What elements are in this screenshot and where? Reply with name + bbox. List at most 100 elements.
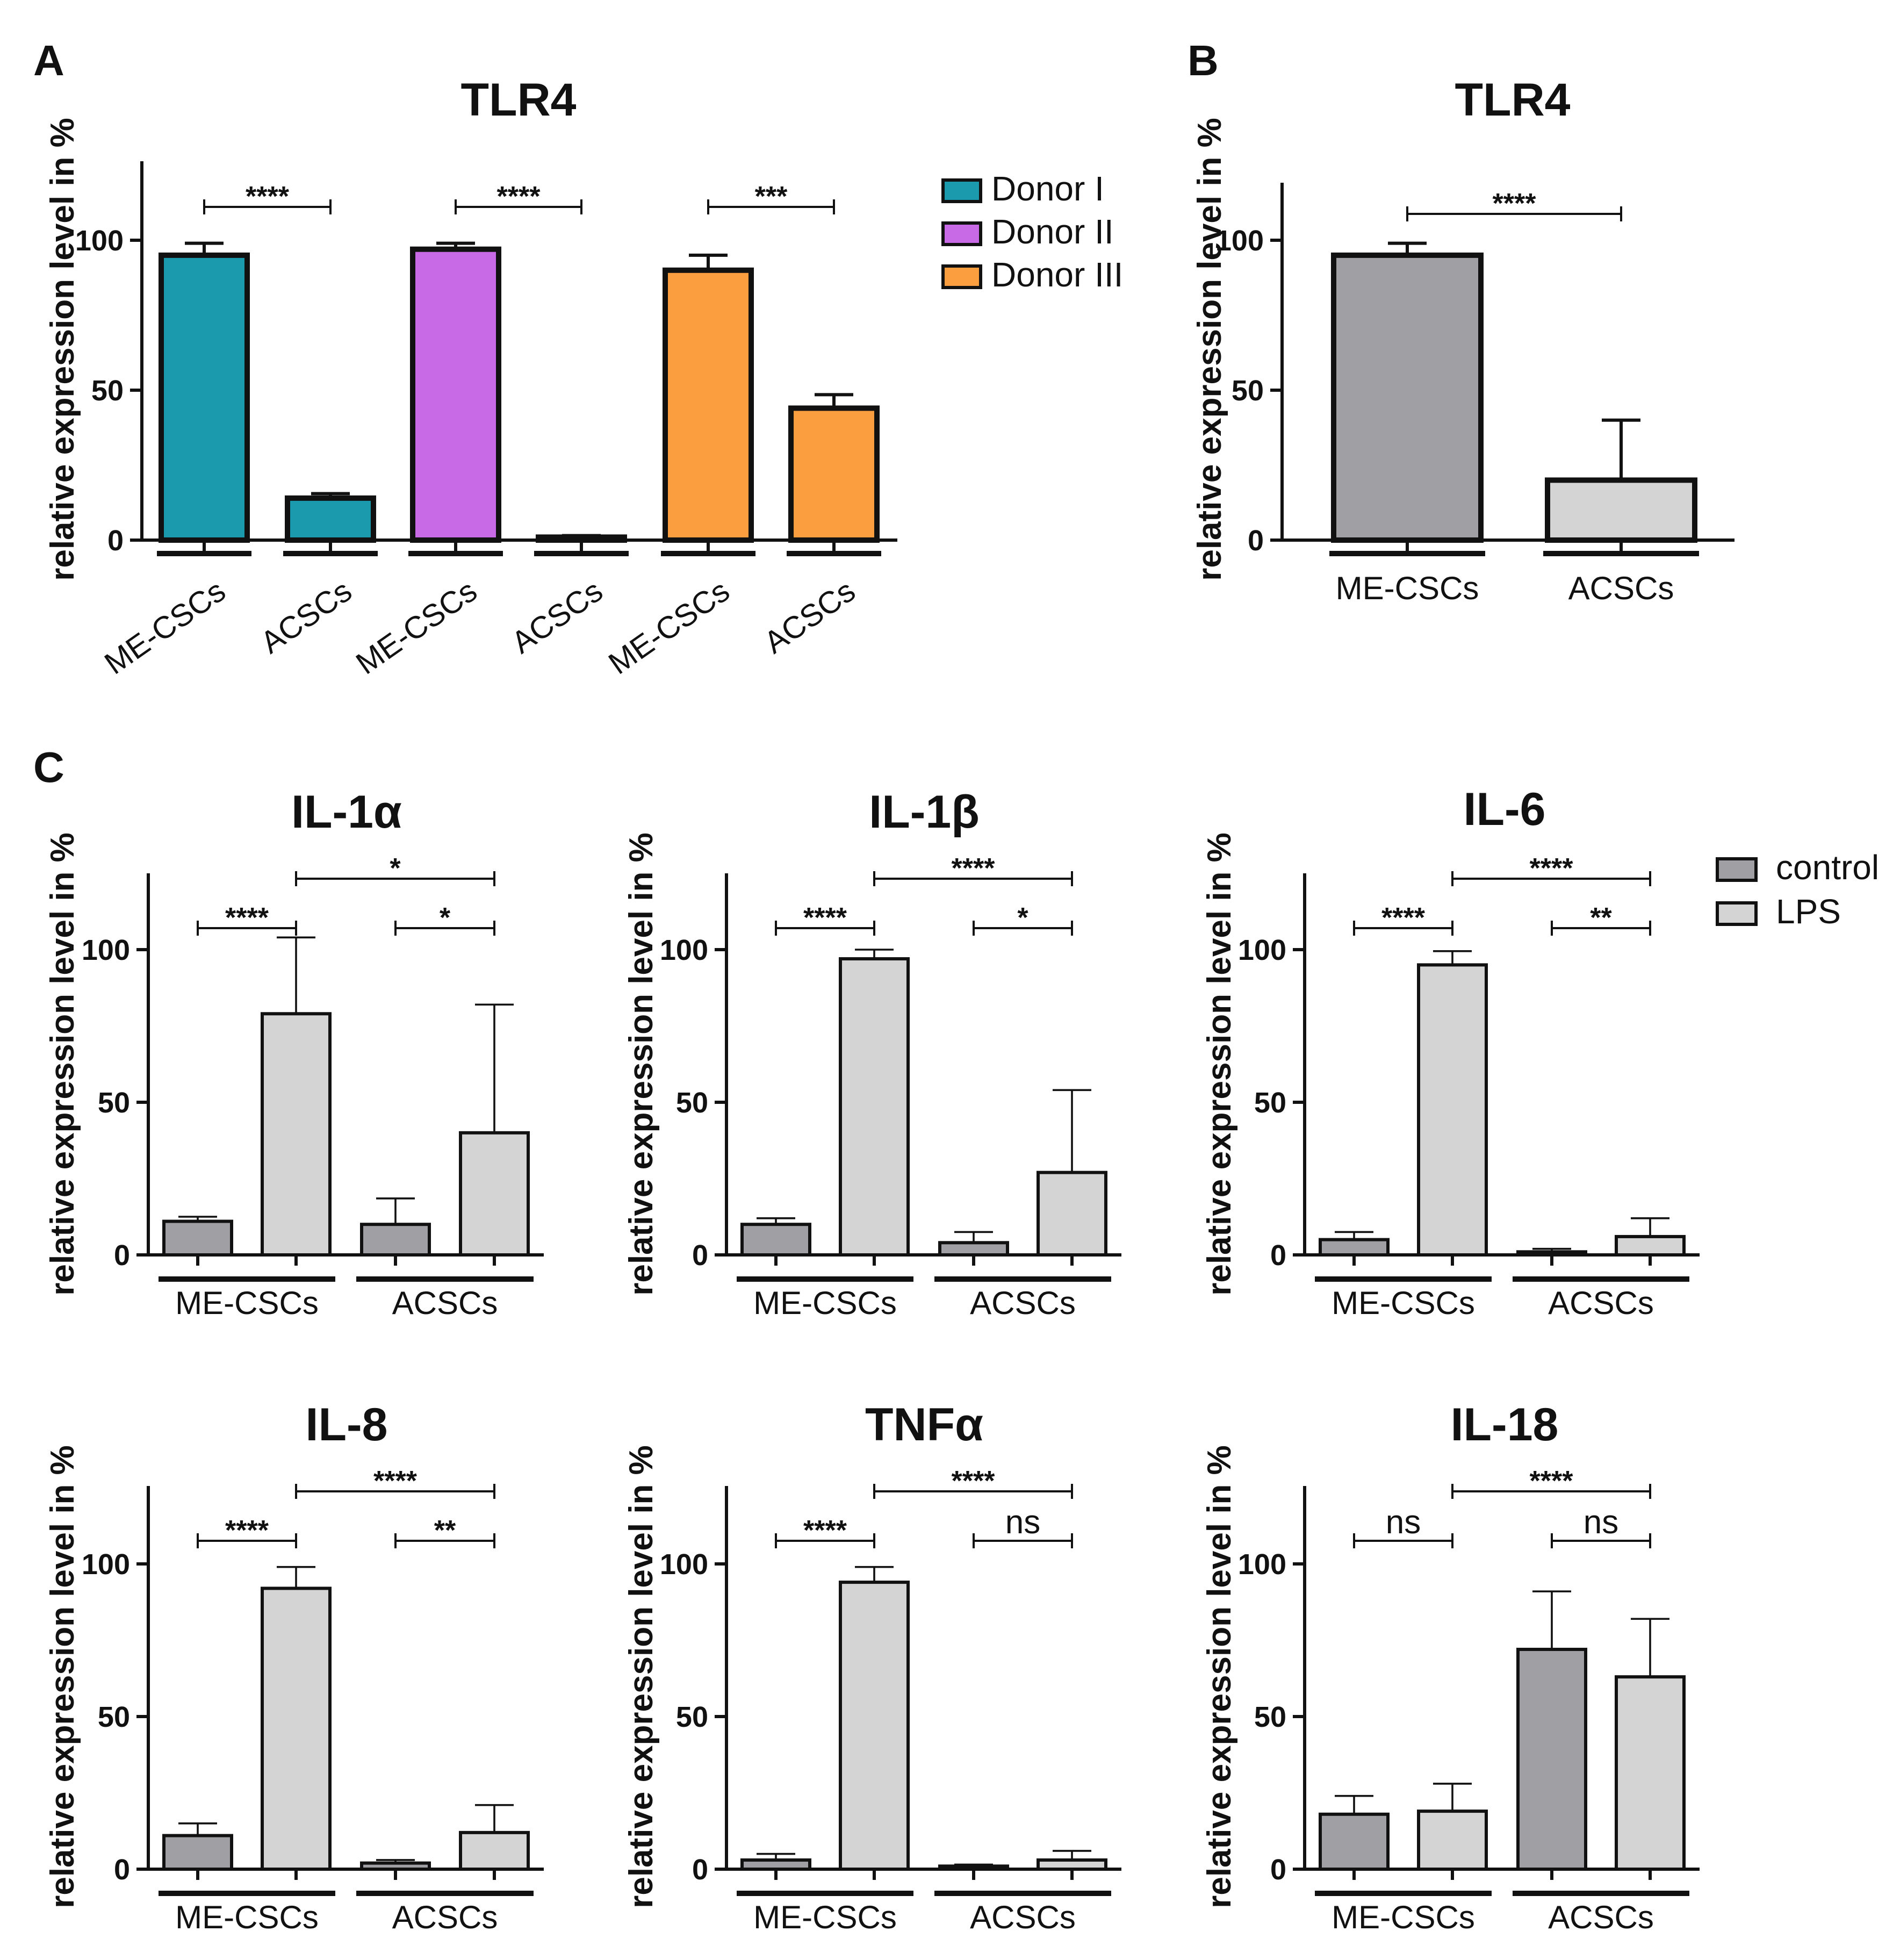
y-tick-label: 0	[692, 1854, 708, 1886]
bar	[938, 1241, 1009, 1257]
y-axis-label: relative expression level in %	[44, 1445, 81, 1908]
bar	[1516, 1250, 1587, 1257]
panel-letter-c: C	[33, 743, 64, 791]
bar	[162, 1219, 233, 1257]
panel-letter-a: A	[33, 37, 64, 84]
significance-label: ****	[497, 181, 541, 212]
bar	[1545, 477, 1697, 543]
x-category-label: ACSCs	[1548, 1285, 1654, 1321]
bar	[1319, 1812, 1390, 1871]
x-category-label: ME-CSCs	[175, 1899, 319, 1935]
chart-il-8: IL-8 relative expression level in % 0 50 100…	[44, 1399, 544, 1935]
bar	[1417, 963, 1488, 1257]
x-category-label: ACSCs	[758, 573, 861, 660]
x-category-label: ME-CSCs	[1336, 570, 1479, 606]
y-tick-label: 100	[1215, 225, 1264, 257]
y-axis-label: relative expression level in %	[1201, 1445, 1238, 1908]
legend-swatch	[1716, 857, 1758, 882]
significance-label: ****	[225, 902, 269, 934]
y-tick-label: 50	[98, 1087, 130, 1119]
y-axis-label: relative expression level in %	[623, 1445, 660, 1908]
legend-label: LPS	[1776, 892, 1841, 931]
legend-donors: Donor I Donor II Donor III	[941, 169, 1123, 294]
legend-label: control	[1776, 848, 1879, 887]
y-axis-label: relative expression level in %	[1191, 118, 1228, 581]
bar	[261, 1586, 332, 1871]
chart-title: IL-8	[306, 1399, 388, 1451]
significance-label: ****	[1530, 853, 1574, 884]
x-category-label: ACSCs	[1568, 570, 1674, 606]
y-tick-label: 0	[1248, 525, 1264, 557]
bar	[1319, 1238, 1390, 1257]
x-category-label: ME-CSCs	[1332, 1285, 1475, 1321]
x-category-label: ME-CSCs	[1332, 1899, 1475, 1935]
significance-label: ****	[952, 853, 996, 884]
chart-il-6: IL-6 relative expression level in % 0 50 100…	[1201, 784, 1700, 1321]
x-category-label: ACSCs	[392, 1285, 498, 1321]
y-tick-label: 50	[676, 1087, 708, 1119]
y-tick-label: 50	[1254, 1087, 1286, 1119]
y-tick-label: 100	[75, 225, 124, 257]
x-category-label: ACSCs	[392, 1899, 498, 1935]
y-tick-label: 0	[1270, 1854, 1286, 1886]
legends: Donor I Donor II Donor III control LPS	[941, 169, 1879, 931]
y-tick-label: 0	[1270, 1239, 1286, 1272]
x-category-label: ACSCs	[1548, 1899, 1654, 1935]
legend-swatch	[1716, 901, 1758, 926]
bar	[839, 1581, 910, 1871]
x-category-label: ACSCs	[254, 573, 358, 660]
chart-title: TNFα	[865, 1399, 983, 1451]
bar	[1037, 1171, 1107, 1257]
bar	[788, 405, 880, 543]
legend-treatment: control LPS	[1716, 848, 1879, 931]
y-tick-label: 50	[1232, 375, 1264, 407]
bar	[1615, 1234, 1686, 1257]
y-axis-label: relative expression level in %	[44, 832, 81, 1296]
y-tick-label: 100	[82, 934, 130, 966]
bar	[663, 267, 754, 543]
significance-label: ns	[1584, 1504, 1618, 1541]
x-category-label: ME-CSCs	[602, 573, 736, 681]
y-tick-label: 0	[107, 525, 124, 557]
significance-label: ***	[755, 181, 788, 212]
bar	[459, 1830, 530, 1871]
x-category-label: ME-CSCs	[98, 573, 232, 681]
y-axis-label: relative expression level in %	[44, 118, 81, 581]
legend-swatch	[941, 221, 982, 246]
chart-title: IL-1β	[869, 786, 979, 838]
significance-label: ****	[1381, 902, 1426, 934]
significance-label: ****	[373, 1466, 418, 1497]
legend-label: Donor III	[991, 255, 1123, 294]
chart-il-18: IL-18 relative expression level in % 0 50 10…	[1201, 1399, 1700, 1935]
significance-label: ****	[246, 181, 290, 212]
significance-label: ****	[952, 1466, 996, 1497]
x-category-label: ACSCs	[970, 1285, 1076, 1321]
chart-title: IL-18	[1451, 1399, 1559, 1451]
chart-tnfa: TNFα relative expression level in % 0 50 100…	[623, 1399, 1121, 1935]
x-category-label: ME-CSCs	[753, 1899, 897, 1935]
significance-label: **	[1590, 902, 1612, 934]
legend-label: Donor II	[991, 212, 1114, 251]
x-category-label: ACSCs	[505, 573, 609, 660]
legend-swatch	[941, 264, 982, 289]
bar	[839, 957, 910, 1257]
y-tick-label: 50	[1254, 1701, 1286, 1733]
y-tick-label: 100	[1238, 934, 1286, 966]
chart-il-1a: IL-1α relative expression level in % 0 50 10…	[44, 786, 544, 1321]
chart-title: IL-6	[1464, 784, 1546, 835]
bar	[285, 495, 376, 543]
y-tick-label: 100	[1238, 1548, 1286, 1581]
y-tick-label: 0	[114, 1854, 130, 1886]
y-tick-label: 0	[692, 1239, 708, 1272]
bar	[1615, 1675, 1686, 1871]
x-category-label: ACSCs	[970, 1899, 1076, 1935]
y-axis-label: relative expression level in %	[1201, 832, 1238, 1296]
chart-title: TLR4	[1455, 74, 1571, 126]
bar	[536, 534, 627, 543]
significance-label: ****	[1493, 188, 1537, 219]
bar	[938, 1864, 1009, 1871]
y-tick-label: 50	[676, 1701, 708, 1733]
chart-b: TLR4 relative expression level in % 0 50 100…	[1191, 74, 1735, 606]
panel-letter-b: B	[1188, 37, 1219, 84]
